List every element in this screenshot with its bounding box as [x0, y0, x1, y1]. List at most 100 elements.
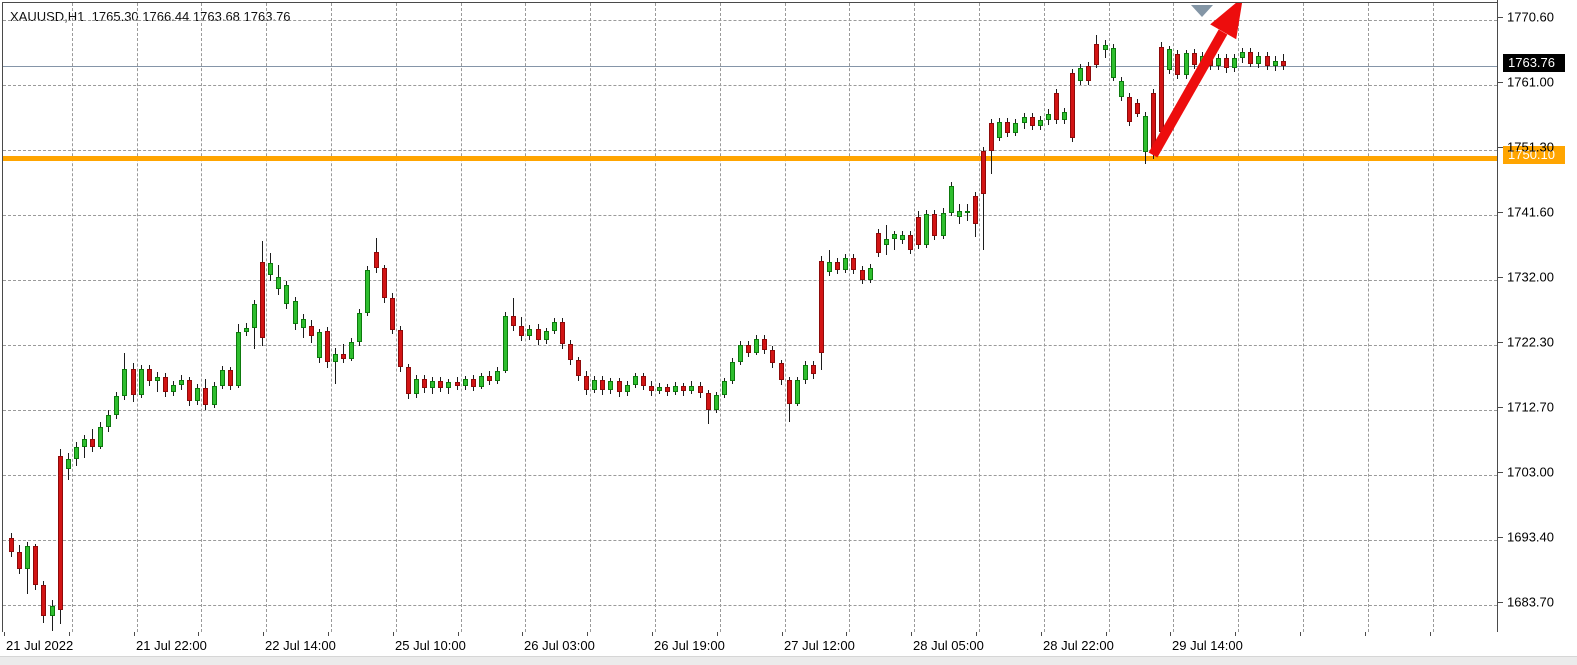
candle	[139, 369, 144, 395]
price-axis-label: 1751.30	[1507, 139, 1554, 155]
price-axis-tick	[1498, 82, 1503, 83]
gridline-vertical	[266, 3, 267, 632]
candle	[600, 380, 605, 390]
horizontal-level-line[interactable]	[3, 156, 1497, 161]
price-axis[interactable]: 1763.76 1750.10 1770.60 1761.00 1751.30 174…	[1497, 0, 1577, 632]
gridline-vertical	[1303, 3, 1304, 632]
candle	[301, 319, 306, 328]
candle	[33, 546, 38, 585]
candle	[722, 381, 727, 395]
candle	[82, 439, 87, 447]
candle	[519, 326, 524, 336]
candle	[1013, 123, 1018, 133]
gridline-vertical	[137, 3, 138, 632]
candle	[163, 377, 168, 392]
candle	[203, 388, 208, 405]
gridline-horizontal	[3, 20, 1497, 21]
down-triangle-marker[interactable]	[1191, 5, 1213, 17]
candle	[365, 270, 370, 313]
time-axis-tick	[717, 632, 718, 636]
gridline-vertical	[461, 3, 462, 632]
gridline-horizontal	[3, 85, 1497, 86]
candle	[625, 385, 630, 392]
candle	[608, 381, 613, 390]
candle	[252, 304, 257, 328]
candle	[228, 370, 233, 386]
candle-wick	[983, 147, 984, 250]
gridline-vertical	[1238, 3, 1239, 632]
candle	[884, 239, 889, 245]
price-axis-tick	[1498, 407, 1503, 408]
current-price-box: 1763.76	[1503, 54, 1565, 72]
candle	[495, 371, 500, 381]
candle	[122, 369, 127, 396]
candle	[811, 365, 816, 374]
candle	[714, 395, 719, 410]
time-axis[interactable]: 21 Jul 2022 21 Jul 22:00 22 Jul 14:00 25 Ju…	[0, 632, 1577, 656]
candle	[633, 376, 638, 385]
time-axis-tick	[587, 632, 588, 636]
candle	[1248, 52, 1253, 64]
candle	[212, 386, 217, 405]
candle	[66, 459, 71, 469]
candle	[730, 362, 735, 381]
candle	[770, 350, 775, 363]
candle	[9, 538, 14, 552]
candle	[1273, 61, 1278, 66]
price-axis-label: 1732.00	[1507, 269, 1554, 285]
candle	[1078, 68, 1083, 81]
price-axis-tick	[1498, 212, 1503, 213]
time-axis-label: 21 Jul 22:00	[136, 638, 207, 653]
candle	[374, 252, 379, 268]
candle	[827, 262, 832, 272]
candle	[568, 344, 573, 360]
candle	[41, 585, 46, 616]
time-axis-tick	[1106, 632, 1107, 636]
candle	[455, 382, 460, 386]
candle-wick	[894, 231, 895, 250]
candle	[179, 380, 184, 385]
candle	[1175, 54, 1180, 75]
candle	[762, 339, 767, 350]
candle	[892, 234, 897, 239]
candle	[171, 385, 176, 392]
time-axis-label: 25 Jul 10:00	[395, 638, 466, 653]
candle	[1232, 58, 1237, 68]
gridline-horizontal	[3, 150, 1497, 151]
candle	[195, 388, 200, 401]
candle-wick	[157, 372, 158, 392]
price-axis-label: 1693.40	[1507, 529, 1554, 545]
candle-wick	[513, 298, 514, 331]
price-axis-label: 1761.00	[1507, 74, 1554, 90]
candle	[965, 211, 970, 213]
candle	[795, 380, 800, 404]
gridline-horizontal	[3, 410, 1497, 411]
candle	[560, 322, 565, 344]
gridline-horizontal	[3, 280, 1497, 281]
candle	[1240, 52, 1245, 58]
candle	[544, 331, 549, 340]
candle	[1192, 53, 1197, 65]
time-axis-label: 26 Jul 19:00	[654, 638, 725, 653]
candle	[1135, 103, 1140, 114]
chart-plot-area[interactable]: XAUUSD,H1 1765.30 1766.44 1763.68 1763.7…	[2, 2, 1498, 633]
candle	[236, 332, 241, 386]
candle	[398, 330, 403, 367]
candle	[1062, 112, 1067, 120]
candle	[649, 386, 654, 391]
candle	[787, 380, 792, 404]
gridline-horizontal	[3, 215, 1497, 216]
price-axis-tick	[1498, 537, 1503, 538]
gridline-horizontal	[3, 475, 1497, 476]
candle	[333, 354, 338, 362]
gridline-vertical	[1109, 3, 1110, 632]
gridline-vertical	[914, 3, 915, 632]
candle	[131, 369, 136, 395]
gridline-horizontal	[3, 540, 1497, 541]
candle	[1256, 56, 1261, 64]
candle	[98, 427, 103, 447]
trend-arrow[interactable]	[3, 3, 1497, 632]
candle	[25, 546, 30, 569]
price-axis-tick	[1498, 342, 1503, 343]
